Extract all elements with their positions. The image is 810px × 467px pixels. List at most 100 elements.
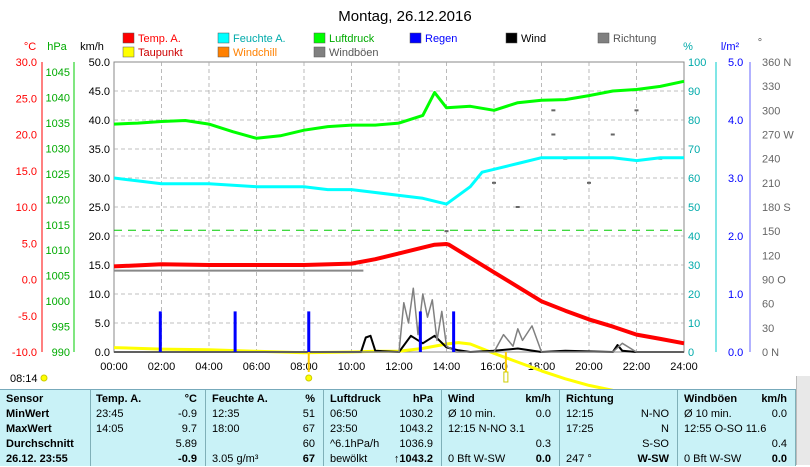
dir-tick: 210 (762, 178, 780, 190)
x-tick: 18:00 (528, 361, 556, 373)
stats-header: Windböen (684, 393, 738, 405)
pressure-tick: 990 (52, 347, 70, 359)
chart-title: Montag, 26.12.2016 (338, 8, 471, 25)
dir-tick: 30 (762, 323, 774, 335)
stats-column-wind: Wind km/h Ø 10 min. 0.0 12:15 N-NO 3.1 0.3 0 B… (442, 390, 560, 466)
dir-tick: 90 O (762, 275, 786, 287)
x-tick: 16:00 (480, 361, 508, 373)
stats-time: ^6.1hPa/h (330, 438, 380, 450)
wind-tick: 45.0 (89, 86, 110, 98)
vertical-scrollbar[interactable] (796, 376, 810, 465)
pressure-tick: 1005 (46, 271, 70, 283)
rain-axis-unit: l/m² (721, 41, 740, 53)
wind-tick: 40.0 (89, 115, 110, 127)
wind-tick: 25.0 (89, 202, 110, 214)
humidity-tick: 20 (688, 289, 700, 301)
sun-marker (305, 374, 313, 382)
stats-unit: % (305, 393, 315, 405)
pressure-tick: 1045 (46, 67, 70, 79)
legend-label: Regen (425, 33, 457, 45)
humidity-tick: 0 (688, 347, 694, 359)
statistics-panel: Sensor MinWert MaxWert Durchschnitt 26.1… (0, 389, 796, 466)
x-tick: 04:00 (195, 361, 223, 373)
direction-mark (587, 181, 591, 184)
rain-tick: 0.0 (728, 347, 743, 359)
wind-tick: 10.0 (89, 289, 110, 301)
x-tick: 22:00 (623, 361, 651, 373)
stats-column-richtung: Richtung 12:15 N-NO 17:25 N S-SO 247 ° W-SW (560, 390, 678, 466)
rain-tick: 4.0 (728, 115, 743, 127)
stats-time: 0 Bft W-SW (448, 453, 506, 465)
dir-tick: 150 (762, 226, 780, 238)
humidity-tick: 10 (688, 318, 700, 330)
pressure-tick: 1035 (46, 118, 70, 130)
dir-tick: 180 S (762, 202, 791, 214)
direction-mark (444, 230, 449, 233)
rain-bar (452, 311, 456, 352)
rain-bar (418, 311, 422, 352)
stats-time: 06:50 (330, 408, 358, 420)
stats-value: 67 (302, 453, 315, 465)
dir-tick: 270 W (762, 130, 794, 142)
legend-label: Taupunkt (138, 47, 183, 59)
series-line-wind (114, 334, 684, 353)
direction-mark (610, 133, 615, 136)
stats-column-druck: Luftdruck hPa 06:50 1030.2 23:50 1043.2 ^6.1hP… (324, 390, 442, 466)
stats-time: Ø 10 min. (448, 408, 496, 420)
x-tick: 12:00 (385, 361, 413, 373)
stats-time: Ø 10 min. (684, 408, 732, 420)
legend-label: Richtung (613, 33, 656, 45)
stats-value: -0.9 (178, 408, 197, 420)
pressure-tick: 1015 (46, 220, 70, 232)
stats-header: Richtung (566, 393, 614, 405)
stats-time: 12:15 (566, 408, 594, 420)
stats-value: 1043.2 (399, 423, 433, 435)
stats-value: 0.4 (771, 438, 787, 450)
temp-tick: 10.0 (16, 202, 37, 214)
x-tick: 00:00 (100, 361, 128, 373)
legend-swatch (505, 32, 518, 44)
stats-value: 0.0 (771, 408, 787, 420)
humidity-tick: 70 (688, 144, 700, 156)
legend-swatch (313, 46, 326, 58)
series-line-luftdruck (113, 79, 685, 140)
humidity-tick: 40 (688, 231, 700, 243)
temp-tick: -10.0 (12, 347, 37, 359)
stats-value: ↑1043.2 (393, 453, 433, 465)
stats-time: 3.05 g/m³ (212, 453, 259, 465)
stats-unit: km/h (525, 393, 551, 405)
temp-tick: -5.0 (18, 311, 37, 323)
temp-tick: 15.0 (16, 166, 37, 178)
dir-tick: 240 (762, 154, 780, 166)
pressure-tick: 1010 (46, 245, 70, 257)
stats-unit: °C (184, 393, 197, 405)
direction-mark (551, 133, 556, 136)
x-tick: 06:00 (243, 361, 271, 373)
temp-tick: 20.0 (16, 130, 37, 142)
stats-value: 5.89 (175, 438, 197, 450)
stats-label-min: MinWert (6, 408, 50, 420)
stats-value: -0.9 (178, 453, 197, 465)
wind-tick: 0.0 (95, 347, 110, 359)
rain-bar (307, 311, 311, 352)
pressure-tick: 1000 (46, 296, 70, 308)
stats-time: 23:45 (96, 408, 124, 420)
pressure-tick: 1040 (46, 93, 70, 105)
x-tick: 02:00 (148, 361, 176, 373)
stats-time: 23:50 (330, 423, 358, 435)
rain-tick: 1.0 (728, 289, 743, 301)
rain-tick: 5.0 (728, 57, 743, 69)
series-line-windb-en (114, 287, 684, 353)
rain-bar (233, 311, 237, 352)
stats-column-feuchte: Feuchte A.% 12:35 51 18:00 67 60 3.05 g/m³ 67 (206, 390, 324, 466)
stats-value: W-SW (637, 453, 669, 465)
legend-swatch (217, 32, 230, 44)
stats-value: 0.0 (535, 408, 551, 420)
stats-value: S-SO (642, 438, 669, 450)
humidity-tick: 50 (688, 202, 700, 214)
stats-unit: km/h (761, 393, 787, 405)
dir-tick: 0 N (762, 347, 779, 359)
wind-axis-unit: km/h (80, 41, 104, 53)
stats-time: 17:25 (566, 423, 594, 435)
stats-time: 247 ° (566, 453, 592, 465)
